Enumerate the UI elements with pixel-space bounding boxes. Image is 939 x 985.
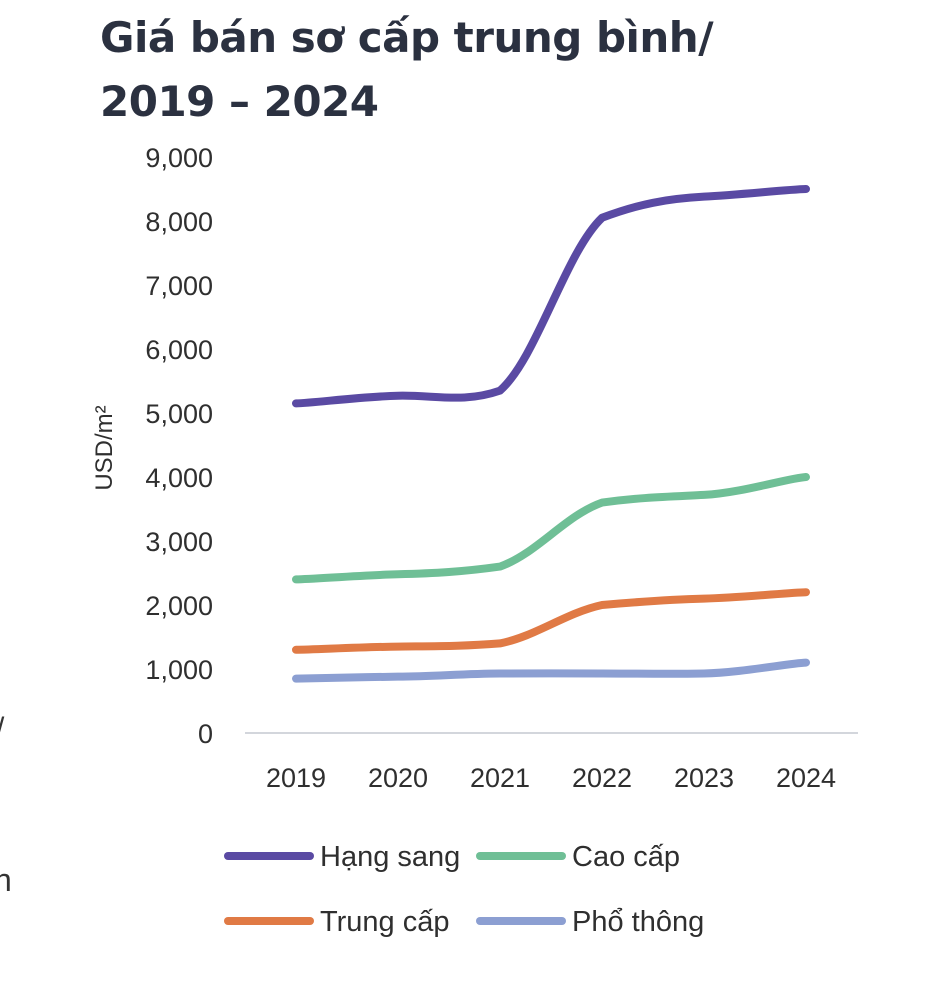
- x-tick-label: 2020: [368, 763, 428, 793]
- series-0: [292, 185, 810, 408]
- y-tick-label: 6,000: [145, 335, 213, 365]
- x-tick-label: 2022: [572, 763, 632, 793]
- y-axis: 0 1,000 2,000 3,000 4,000 5,000 6,000 7,000 8,00…: [145, 143, 213, 749]
- x-tick-label: 2021: [470, 763, 530, 793]
- y-axis-label: USD/m²: [91, 405, 118, 490]
- series-line: [292, 588, 810, 654]
- x-tick-label: 2024: [776, 763, 836, 793]
- legend-item: Hạng sang: [224, 841, 460, 873]
- y-tick-label: 3,000: [145, 527, 213, 557]
- x-axis: 2019 2020 2021 2022 2023 2024: [266, 763, 836, 793]
- legend-item: Phổ thông: [476, 906, 704, 938]
- legend-label: Cao cấp: [572, 841, 680, 873]
- legend-item: Trung cấp: [224, 906, 450, 938]
- y-tick-label: 8,000: [145, 207, 213, 237]
- series-group: [292, 185, 810, 683]
- y-tick-label: 2,000: [145, 591, 213, 621]
- series-line: [292, 658, 810, 683]
- legend-label: Phổ thông: [572, 906, 704, 938]
- y-tick-label: 0: [198, 719, 213, 749]
- x-tick-label: 2023: [674, 763, 734, 793]
- legend-item: Cao cấp: [476, 841, 680, 873]
- legend-label: Hạng sang: [320, 841, 460, 873]
- legend-label: Trung cấp: [320, 906, 450, 938]
- series-line: [292, 473, 810, 584]
- series-line: [292, 185, 810, 408]
- chart-title: Giá bán sơ cấp trung bình/ 2019 – 2024: [100, 6, 714, 134]
- y-tick-label: 4,000: [145, 463, 213, 493]
- cropped-edge-mark: n: [0, 862, 12, 898]
- y-tick-label: 9,000: [145, 143, 213, 173]
- series-1: [292, 473, 810, 584]
- cropped-edge-mark: /: [0, 712, 4, 746]
- chart-title-line-1: Giá bán sơ cấp trung bình/: [100, 13, 714, 62]
- y-tick-label: 1,000: [145, 655, 213, 685]
- series-2: [292, 588, 810, 654]
- y-tick-label: 7,000: [145, 271, 213, 301]
- chart-title-line-2: 2019 – 2024: [100, 77, 379, 126]
- series-3: [292, 658, 810, 683]
- y-tick-label: 5,000: [145, 399, 213, 429]
- legend: Hạng sang Cao cấp Trung cấp Phổ thông: [224, 841, 704, 938]
- x-tick-label: 2019: [266, 763, 326, 793]
